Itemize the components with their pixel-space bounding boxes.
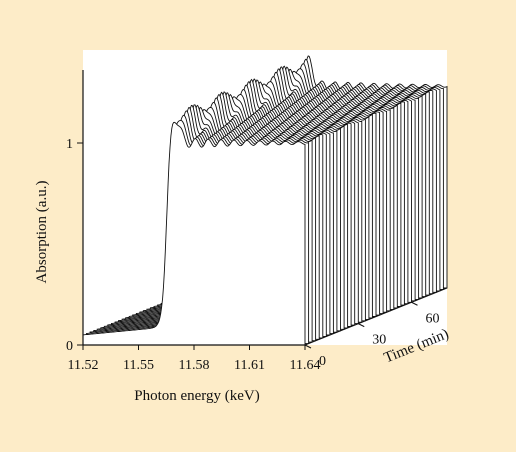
y-tick-label: 1	[66, 137, 73, 152]
y-axis-title: Absorption (a.u.)	[34, 181, 50, 284]
z-tick-label: 30	[372, 333, 386, 348]
z-tick-label: 0	[319, 354, 326, 369]
z-tick	[358, 323, 365, 328]
x-axis-title: Photon energy (keV)	[134, 388, 260, 404]
series-line	[82, 121, 306, 346]
x-tick-label: 11.58	[179, 358, 210, 373]
series-group	[82, 55, 448, 346]
x-tick-label: 11.52	[68, 358, 99, 373]
z-tick-label: 60	[426, 311, 440, 326]
z-axis-line	[304, 287, 448, 346]
z-tick	[304, 344, 312, 349]
y-tick-label: 0	[66, 339, 73, 354]
z-tick	[411, 301, 418, 306]
x-tick-label: 11.64	[290, 358, 321, 373]
x-tick-label: 11.61	[234, 358, 265, 373]
x-tick-label: 11.55	[123, 358, 154, 373]
